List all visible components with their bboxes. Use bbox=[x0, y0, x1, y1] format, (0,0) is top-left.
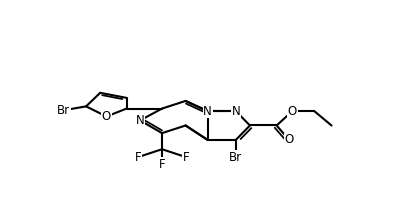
Text: F: F bbox=[183, 151, 190, 164]
Text: F: F bbox=[134, 151, 141, 164]
Text: F: F bbox=[159, 158, 165, 171]
Text: N: N bbox=[231, 104, 240, 118]
Text: O: O bbox=[102, 110, 111, 123]
Text: Br: Br bbox=[229, 151, 242, 164]
Text: N: N bbox=[203, 104, 212, 118]
Text: Br: Br bbox=[57, 104, 70, 117]
Text: O: O bbox=[285, 133, 294, 146]
Text: O: O bbox=[288, 104, 297, 118]
Text: N: N bbox=[136, 114, 145, 127]
